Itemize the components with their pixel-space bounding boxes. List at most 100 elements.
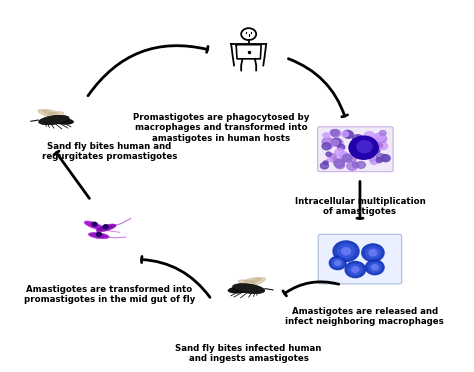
Circle shape (370, 158, 378, 164)
Text: Promastigotes are phagocytosed by
macrophages and transformed into
amastigotes i: Promastigotes are phagocytosed by macrop… (133, 113, 309, 142)
Circle shape (336, 161, 345, 169)
Circle shape (343, 130, 352, 138)
Ellipse shape (96, 224, 116, 232)
Circle shape (327, 158, 332, 162)
Ellipse shape (53, 118, 74, 125)
Ellipse shape (47, 112, 64, 118)
Ellipse shape (233, 284, 264, 294)
Circle shape (329, 256, 346, 270)
Circle shape (357, 161, 365, 168)
Circle shape (378, 144, 383, 148)
Circle shape (322, 138, 333, 146)
FancyBboxPatch shape (318, 127, 393, 171)
Ellipse shape (84, 221, 103, 230)
Circle shape (380, 131, 386, 136)
Circle shape (366, 247, 380, 259)
Circle shape (360, 142, 368, 148)
Circle shape (326, 152, 331, 156)
Circle shape (365, 137, 373, 144)
Circle shape (374, 133, 385, 142)
Circle shape (352, 267, 359, 272)
Ellipse shape (88, 232, 109, 239)
Circle shape (331, 140, 338, 145)
Circle shape (331, 129, 340, 137)
Circle shape (379, 134, 385, 139)
Text: Intracellular multiplication
of amastigotes: Intracellular multiplication of amastigo… (294, 197, 425, 217)
Circle shape (323, 133, 329, 138)
Circle shape (357, 141, 372, 153)
Circle shape (326, 142, 333, 148)
Circle shape (331, 130, 339, 136)
Circle shape (368, 150, 374, 154)
Circle shape (342, 132, 348, 137)
Circle shape (97, 232, 101, 236)
Circle shape (356, 151, 362, 155)
Text: Amastigotes are released and
infect neighboring macrophages: Amastigotes are released and infect neig… (285, 307, 444, 326)
Circle shape (360, 140, 368, 146)
Circle shape (370, 158, 374, 161)
Circle shape (376, 154, 385, 161)
Circle shape (345, 262, 365, 278)
Ellipse shape (245, 278, 265, 287)
Circle shape (353, 135, 363, 143)
Text: Sand fly bites infected human
and ingests amastigotes: Sand fly bites infected human and ingest… (175, 344, 322, 363)
Circle shape (335, 149, 345, 156)
Circle shape (353, 146, 362, 154)
Circle shape (332, 138, 341, 146)
Circle shape (335, 261, 341, 265)
Circle shape (332, 158, 339, 163)
Circle shape (369, 263, 381, 272)
Ellipse shape (39, 115, 69, 125)
Circle shape (335, 140, 343, 147)
Circle shape (333, 241, 359, 262)
Circle shape (332, 259, 343, 267)
Circle shape (341, 248, 351, 255)
Circle shape (329, 154, 336, 159)
Ellipse shape (228, 286, 250, 294)
Circle shape (365, 136, 372, 141)
Circle shape (372, 154, 377, 158)
Circle shape (373, 135, 378, 139)
Circle shape (349, 144, 358, 151)
Text: Sand fly bites human and
regurgitates promastigotes: Sand fly bites human and regurgitates pr… (42, 142, 177, 161)
Circle shape (380, 155, 388, 161)
Circle shape (340, 159, 345, 163)
Circle shape (342, 154, 352, 162)
Circle shape (92, 222, 97, 226)
Circle shape (352, 162, 359, 167)
FancyBboxPatch shape (318, 234, 401, 284)
Circle shape (374, 142, 383, 150)
Circle shape (349, 264, 362, 275)
Circle shape (372, 140, 381, 147)
Circle shape (372, 265, 378, 270)
Circle shape (369, 250, 377, 256)
Circle shape (339, 152, 348, 159)
Circle shape (373, 138, 381, 144)
Circle shape (320, 163, 328, 169)
Circle shape (349, 136, 378, 159)
Circle shape (342, 154, 350, 160)
Circle shape (347, 162, 357, 170)
Circle shape (323, 161, 328, 165)
Circle shape (359, 149, 364, 153)
Circle shape (337, 144, 345, 150)
Ellipse shape (243, 278, 261, 283)
Circle shape (337, 244, 355, 258)
Circle shape (322, 143, 331, 150)
Ellipse shape (43, 109, 59, 115)
Circle shape (378, 135, 387, 142)
Circle shape (378, 142, 388, 150)
Circle shape (362, 244, 384, 262)
Circle shape (365, 260, 384, 275)
Circle shape (349, 156, 356, 162)
Circle shape (376, 157, 383, 163)
Circle shape (344, 131, 354, 138)
Circle shape (330, 130, 337, 135)
Circle shape (364, 132, 374, 140)
Ellipse shape (38, 110, 58, 118)
Text: Amastigotes are transformed into
promastigotes in the mid gut of fly: Amastigotes are transformed into promast… (24, 285, 195, 304)
Circle shape (334, 159, 345, 167)
Ellipse shape (238, 280, 255, 286)
Circle shape (374, 149, 380, 153)
Circle shape (103, 225, 108, 229)
